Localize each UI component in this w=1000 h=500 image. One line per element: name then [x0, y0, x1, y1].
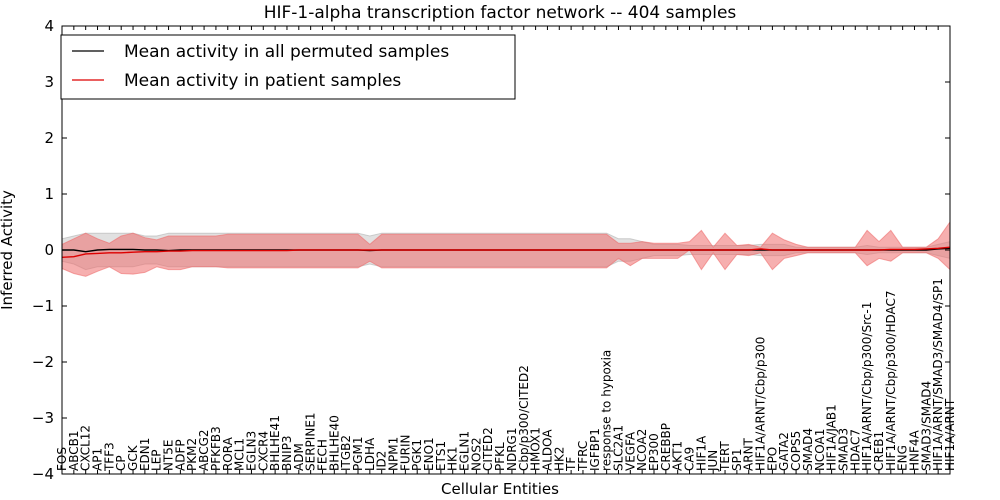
x-tick-label: IGFBP1	[588, 428, 602, 471]
x-tick-label: ID2	[375, 451, 389, 471]
y-tick-label: −3	[32, 409, 54, 427]
x-tick-label: TERT	[718, 441, 732, 472]
x-tick-label: CP	[114, 455, 128, 471]
x-tick-label: AP1	[91, 448, 105, 471]
x-tick-label: CXCL12	[79, 425, 93, 471]
x-tick-label: ETS1	[434, 441, 448, 471]
patient-line	[61, 246, 951, 258]
x-tick-label: ABCG2	[197, 429, 211, 471]
y-tick-label: 1	[44, 185, 54, 203]
x-tick-label: NOS2	[469, 437, 483, 471]
x-tick-label: SMAD3/SMAD4	[919, 381, 933, 471]
x-tick-label: GCK	[126, 444, 140, 471]
x-tick-label: LDHA	[363, 437, 377, 471]
x-tick-label: NPM1	[387, 437, 401, 471]
legend-label-permuted: Mean activity in all permuted samples	[124, 42, 449, 62]
x-tick-label: SP1	[730, 449, 744, 472]
x-tick-label: PGM1	[351, 436, 365, 471]
x-tick-label: EGLN3	[244, 431, 258, 471]
x-tick-label: HDAC7	[848, 429, 862, 471]
x-tick-label: SLC2A1	[612, 425, 626, 471]
x-tick-label: MCL1	[233, 438, 247, 471]
x-tick-label: HMOX1	[529, 427, 543, 471]
x-tick-label: BNIP3	[280, 435, 294, 471]
x-tick-label: HIF1A/ARNT/Cbp/p300	[754, 337, 768, 471]
legend-label-patient: Mean activity in patient samples	[124, 71, 401, 91]
x-tick-label: TFRC	[576, 441, 590, 472]
patient-band	[61, 220, 951, 277]
x-tick-label: ADFP	[173, 439, 187, 471]
x-tick-label: EP300	[647, 433, 661, 471]
y-axis: −4 −3 −2 −1 0 1 2 3 4	[32, 17, 950, 483]
x-tick-label: CREBBP	[659, 423, 673, 471]
x-axis: FOSABCB1CXCL12AP1TFF3CPGCKEDN1LEPNT5EADF…	[55, 26, 957, 474]
x-tick-label: ARNT	[742, 437, 756, 471]
plot-frame	[61, 25, 951, 475]
x-tick-label: NCOA1	[813, 429, 827, 471]
x-tick-label: HIF1A/JAB1	[825, 404, 839, 471]
x-tick-label: TFF3	[102, 442, 116, 472]
y-axis-label: Inferred Activity	[0, 190, 16, 310]
x-tick-label: ENG	[896, 445, 910, 471]
x-tick-label: CITED2	[481, 427, 495, 471]
x-tick-label: SERPINE1	[304, 412, 318, 471]
x-tick-label: LEP	[150, 449, 164, 471]
x-tick-label: SMAD3	[836, 428, 850, 471]
series-lines	[61, 246, 951, 258]
x-tick-label: HIF1A/ARNT/Cbp/p300/HDAC7	[884, 290, 898, 471]
x-tick-label: JUN	[706, 450, 720, 472]
x-tick-label: TF	[564, 457, 578, 472]
y-tick-label: −2	[32, 353, 54, 371]
x-tick-label: EDN1	[138, 438, 152, 471]
x-tick-label: ADM	[292, 443, 306, 471]
x-tick-label: AKT1	[671, 441, 685, 471]
y-tick-label: 4	[44, 17, 54, 35]
x-tick-label: EGLN1	[458, 431, 472, 471]
error-bands	[61, 220, 951, 277]
x-axis-label: Cellular Entities	[441, 480, 559, 498]
x-tick-label: response to hypoxia	[600, 350, 614, 471]
x-tick-label: RORA	[221, 436, 235, 471]
y-tick-label: 0	[44, 241, 54, 259]
x-tick-label: PFKFB3	[209, 426, 223, 471]
x-tick-label: NCOA2	[635, 429, 649, 471]
x-tick-label: NDRG1	[505, 427, 519, 471]
x-tick-label: HNF4A	[908, 429, 922, 471]
chart-title: HIF-1-alpha transcription factor network…	[264, 3, 737, 23]
x-tick-label: FECH	[316, 439, 330, 471]
x-tick-label: ITGB2	[339, 435, 353, 471]
x-tick-label: VEGFA	[623, 431, 637, 471]
x-tick-label: CA9	[683, 447, 697, 471]
x-tick-label: HIF1A	[694, 435, 708, 471]
y-tick-label: −4	[32, 465, 54, 483]
x-tick-label: HIF1A/ARNT/Cbp/p300/Src-1	[860, 302, 874, 471]
x-tick-label: CREB1	[872, 431, 886, 471]
x-tick-label: ABCB1	[67, 430, 81, 470]
x-tick-label: BHLHE41	[268, 415, 282, 471]
x-tick-label: COPS5	[789, 431, 803, 471]
x-tick-label: ENO1	[422, 437, 436, 471]
x-tick-label: FURIN	[398, 434, 412, 471]
x-tick-label: Cbp/p300/CITED2	[517, 365, 531, 471]
x-tick-label: PFKL	[493, 442, 507, 471]
y-tick-label: 2	[44, 129, 54, 147]
y-tick-label: 3	[44, 73, 54, 91]
x-tick-label: EPO	[765, 447, 779, 471]
x-tick-label: BHLHE40	[327, 415, 341, 471]
x-tick-label: PGK1	[410, 439, 424, 471]
x-tick-label: ALDOA	[540, 429, 554, 471]
x-tick-label: CXCR4	[256, 431, 270, 471]
x-tick-label: SMAD4	[801, 428, 815, 471]
legend: Mean activity in all permuted samples Me…	[60, 34, 516, 100]
x-tick-label: HK1	[446, 446, 460, 471]
x-tick-label: HK2	[552, 446, 566, 471]
x-tick-label: GATA2	[777, 432, 791, 471]
x-tick-label: PKM2	[185, 438, 199, 471]
x-tick-label: HIF1A/ARNT/SMAD3/SMAD4/SP1	[931, 278, 945, 471]
x-tick-label: NT5E	[162, 440, 176, 472]
y-tick-label: −1	[32, 297, 54, 315]
legend-box	[60, 34, 516, 100]
